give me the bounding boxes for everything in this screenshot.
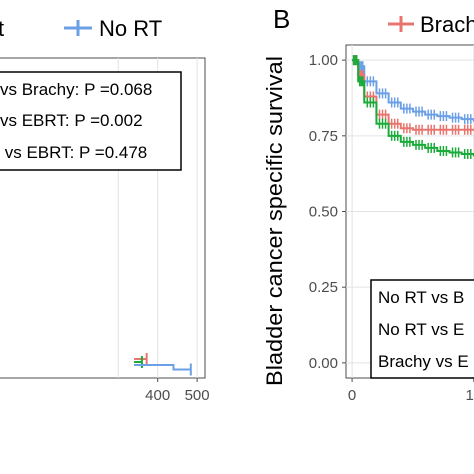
panel-a-legend: t No RT (0, 16, 162, 41)
survival-curve-no_rt (352, 59, 474, 122)
survival-curve-brachy (352, 59, 474, 131)
y-tick-label: 0.75 (309, 128, 338, 145)
panel-a-x-ticks: 400 500 (145, 378, 210, 404)
legend-key-no-rt (64, 20, 92, 36)
x-tick-label: 0 (348, 387, 356, 404)
pvalue-line-2: vs EBRT: P =0.002 (0, 111, 143, 130)
y-tick-label: 0.25 (309, 279, 338, 296)
pvalue-b-line-3: Brachy vs E (378, 352, 469, 371)
y-tick-label: 1.00 (309, 52, 338, 69)
x-tick-label: 400 (145, 387, 170, 404)
panel-b-x-ticks: 0 10 (348, 378, 474, 404)
pvalue-line-1: vs Brachy: P =0.068 (0, 80, 152, 99)
panel-b: B Brach Bladder cancer specific survival… (262, 4, 474, 404)
legend-cut-text: t (0, 16, 4, 41)
pvalue-line-3: vs EBRT: P =0.478 (0, 143, 147, 162)
panel-a-survival-curves (134, 353, 192, 376)
legend-label-no-rt: No RT (99, 16, 162, 41)
x-tick-label: 500 (185, 387, 210, 404)
pvalue-b-line-1: No RT vs B (378, 288, 464, 307)
pvalue-box-frame (0, 71, 182, 171)
legend-label-brachy: Brach (420, 12, 474, 37)
pvalue-b-line-2: No RT vs E (378, 320, 464, 339)
panel-b-letter: B (273, 4, 290, 34)
panel-b-pvalue-box: No RT vs B No RT vs E Brachy vs E (370, 279, 474, 379)
survival-curve-ebrt (352, 59, 474, 157)
y-tick-label: 0.00 (309, 355, 338, 372)
survival-curve-no_rt (134, 364, 191, 371)
x-tick-label: 10 (465, 387, 474, 404)
panel-a: 400 500 t No RT vs Brachy: P =0.068 vs EB… (0, 16, 210, 404)
panel-a-plot-frame (0, 57, 206, 379)
panel-b-legend: Brach (388, 12, 474, 37)
panel-b-y-axis-label: Bladder cancer specific survival (262, 56, 287, 386)
pvalue-box-b-frame (370, 279, 474, 379)
y-tick-label: 0.50 (309, 204, 338, 221)
panel-a-pvalue-box: vs Brachy: P =0.068 vs EBRT: P =0.002 vs… (0, 71, 182, 171)
panel-b-y-ticks: 0.00 0.25 0.50 0.75 1.00 (309, 52, 346, 372)
panel-b-survival-curves (352, 55, 474, 159)
